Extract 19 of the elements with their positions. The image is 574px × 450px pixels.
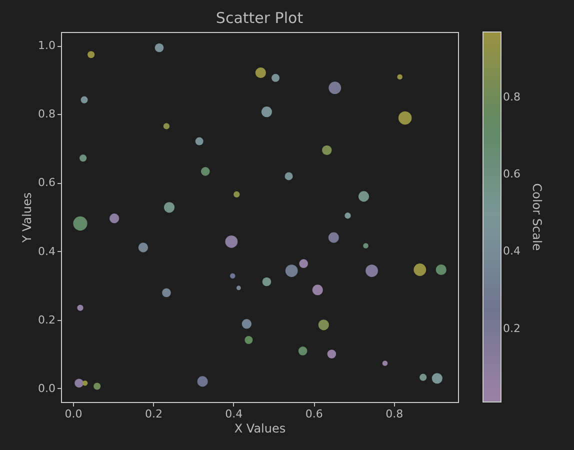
color-bar-title: Color Scale: [530, 183, 544, 251]
x-tick-label: 0.8: [386, 408, 404, 420]
chart-title: Scatter Plot: [216, 9, 304, 27]
color-bar-label: 0.6: [503, 168, 520, 181]
y-tick-label: 0.0: [38, 382, 56, 395]
x-tick-label: 0.0: [64, 408, 82, 420]
color-bar-label: 0.2: [503, 322, 520, 335]
y-tick-label: 0.2: [38, 313, 56, 326]
color-bar-label: 0.4: [503, 244, 520, 258]
y-tick-label: 0.6: [38, 176, 56, 190]
y-tick-label: 1.0: [38, 39, 56, 52]
y-axis-title: Y Values: [20, 192, 34, 244]
x-axis-title: X Values: [234, 422, 286, 436]
color-bar-label: 0.8: [503, 90, 520, 104]
x-tick-label: 0.6: [305, 408, 323, 420]
x-tick-label: 0.4: [225, 408, 243, 420]
y-tick-label: 0.4: [38, 244, 56, 258]
x-tick-label: 0.2: [144, 408, 162, 420]
y-tick-label: 0.8: [38, 108, 56, 121]
